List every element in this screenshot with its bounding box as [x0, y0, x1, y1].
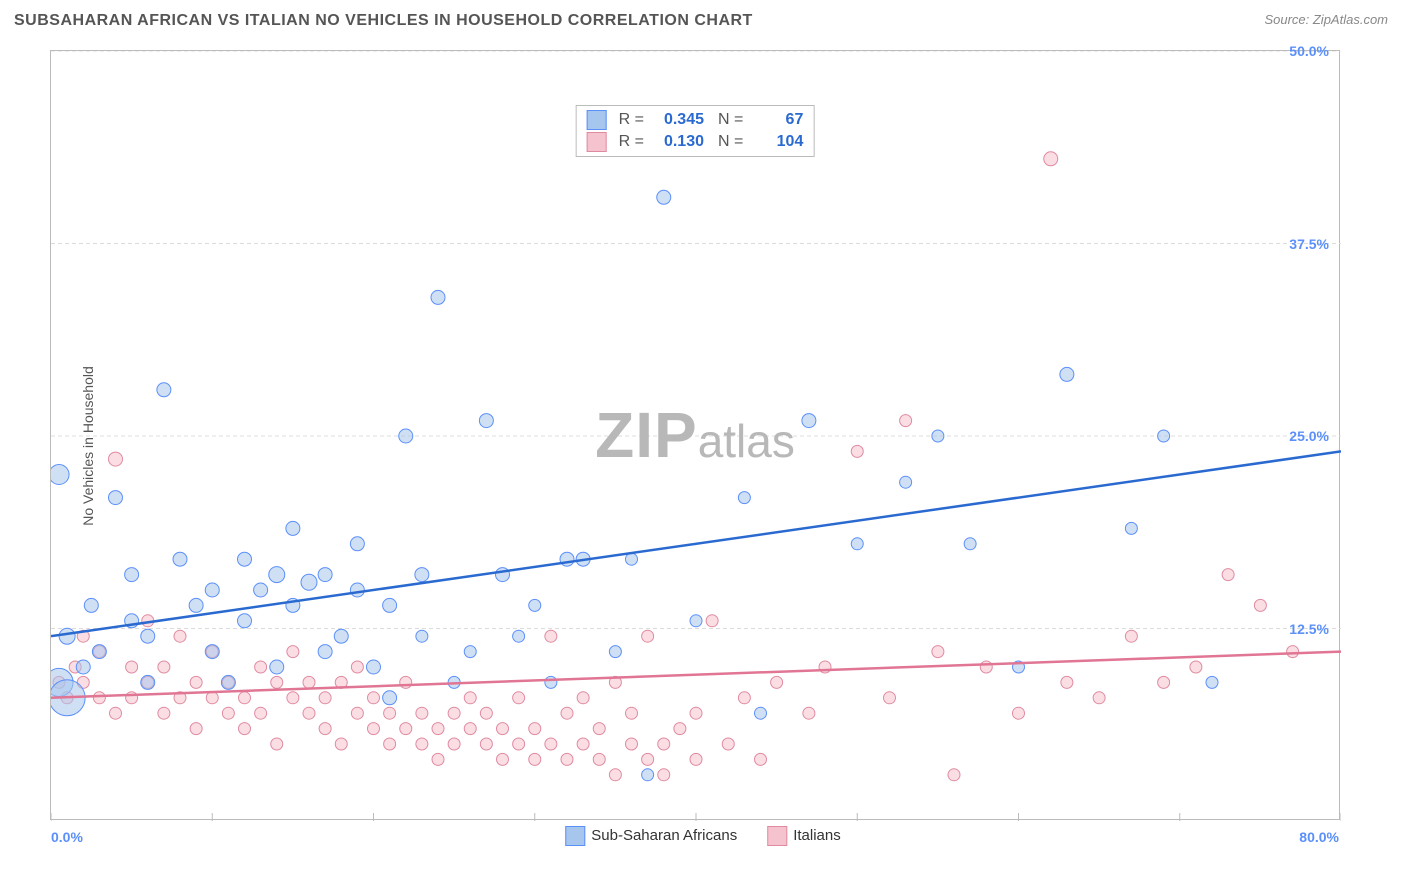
legend-swatch-0 [565, 826, 585, 846]
legend-item-0: Sub-Saharan Africans [565, 826, 737, 846]
corr-row-0: R = 0.345 N = 67 [587, 110, 804, 130]
series-legend: Sub-Saharan Africans Italians [565, 826, 840, 846]
legend-label-0: Sub-Saharan Africans [591, 827, 737, 844]
r-value-1: 0.130 [650, 133, 704, 151]
swatch-0 [587, 110, 607, 130]
x-range-left: 0.0% [51, 829, 83, 845]
y-tick-label: 12.5% [1289, 621, 1329, 637]
y-tick-label: 25.0% [1289, 428, 1329, 444]
swatch-1 [587, 132, 607, 152]
legend-label-1: Italians [793, 827, 841, 844]
r-value-0: 0.345 [650, 111, 704, 129]
legend-item-1: Italians [767, 826, 841, 846]
legend-swatch-1 [767, 826, 787, 846]
chart-title: SUBSAHARAN AFRICAN VS ITALIAN NO VEHICLE… [14, 12, 753, 30]
n-value-0: 67 [749, 111, 803, 129]
x-range-right: 80.0% [1299, 829, 1339, 845]
plot-svg [51, 51, 1341, 821]
correlation-legend: R = 0.345 N = 67 R = 0.130 N = 104 [576, 105, 815, 157]
n-value-1: 104 [749, 133, 803, 151]
plot-area: ZIPatlas R = 0.345 N = 67 R = 0.130 N = … [50, 50, 1340, 820]
chart-container: SUBSAHARAN AFRICAN VS ITALIAN NO VEHICLE… [0, 0, 1406, 892]
y-tick-label: 50.0% [1289, 43, 1329, 59]
corr-row-1: R = 0.130 N = 104 [587, 132, 804, 152]
y-tick-label: 37.5% [1289, 236, 1329, 252]
source-label: Source: ZipAtlas.com [1264, 12, 1388, 27]
